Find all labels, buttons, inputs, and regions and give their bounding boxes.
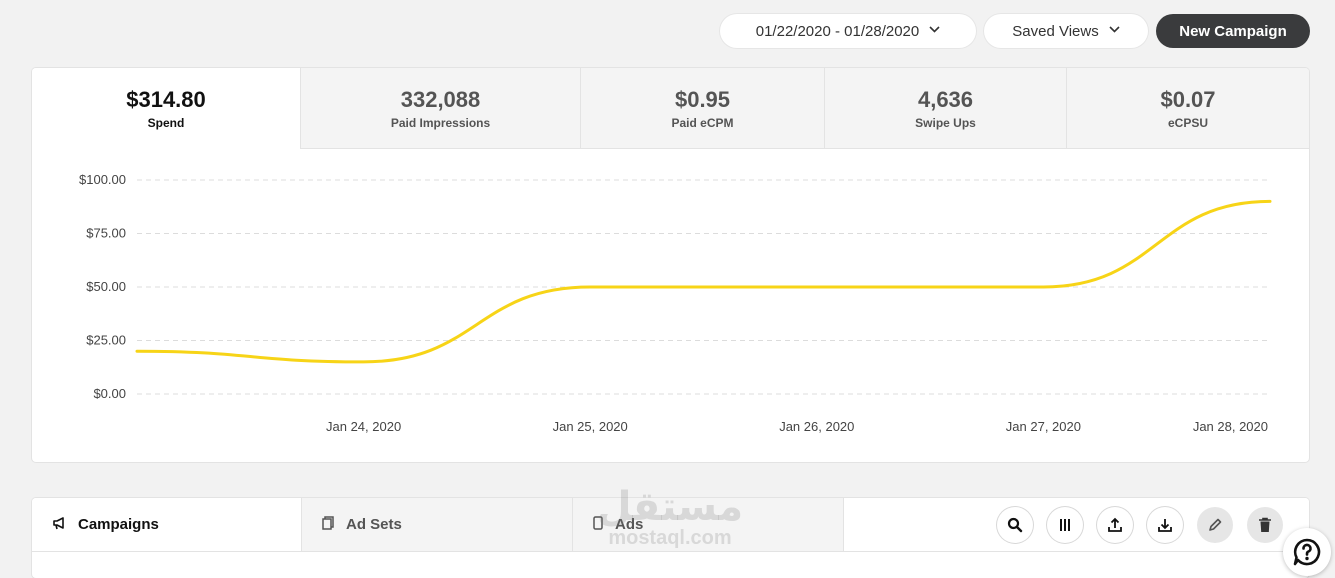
help-button[interactable] xyxy=(1283,528,1331,576)
watermark-latin: mostaql.com xyxy=(608,527,732,549)
date-range-label: 01/22/2020 - 01/28/2020 xyxy=(755,22,920,40)
new-campaign-button[interactable]: New Campaign xyxy=(1156,14,1310,48)
performance-card: $314.80 Spend 332,088 Paid Impressions $… xyxy=(32,68,1309,462)
x-tick-label: Jan 28, 2020 xyxy=(1193,419,1268,434)
copy-icon xyxy=(322,515,334,534)
metric-value: $0.07 xyxy=(1160,86,1216,112)
metric-ecpsu[interactable]: $0.07 eCPSU xyxy=(1067,68,1309,148)
columns-icon xyxy=(1060,518,1070,531)
date-range-picker[interactable]: 01/22/2020 - 01/28/2020 xyxy=(720,14,976,48)
metric-label: Swipe Ups xyxy=(915,115,976,130)
metric-paid-impressions[interactable]: 332,088 Paid Impressions xyxy=(301,68,581,148)
metric-swipe-ups[interactable]: 4,636 Swipe Ups xyxy=(825,68,1067,148)
y-tick-label: $100.00 xyxy=(79,172,126,187)
edit-button[interactable] xyxy=(1197,506,1233,543)
metric-spend[interactable]: $314.80 Spend xyxy=(32,68,301,149)
tab-label: Ad Sets xyxy=(346,516,402,533)
watermark: مستقل mostaql.com xyxy=(590,486,750,548)
trash-icon xyxy=(1259,517,1271,532)
upload-icon xyxy=(1108,517,1122,532)
saved-views-label: Saved Views xyxy=(1012,22,1099,40)
metric-label: Paid Impressions xyxy=(390,115,491,130)
x-tick-label: Jan 26, 2020 xyxy=(779,419,854,434)
metric-value: 4,636 xyxy=(917,86,974,112)
upload-button[interactable] xyxy=(1097,506,1133,543)
tab-label: Ads xyxy=(615,516,644,533)
tab-ad-sets[interactable]: Ad Sets xyxy=(302,498,573,551)
y-tick-label: $0.00 xyxy=(93,386,126,401)
download-icon xyxy=(1158,518,1172,532)
chevron-down-icon xyxy=(1109,24,1120,36)
tab-ads[interactable]: Ads xyxy=(573,498,844,551)
watermark-arabic: مستقل xyxy=(596,484,744,530)
entity-tabs: Campaigns Ad Sets Ads xyxy=(32,498,1309,552)
metrics-tabs: $314.80 Spend 332,088 Paid Impressions $… xyxy=(32,68,1309,149)
edit-icon xyxy=(1209,518,1222,531)
chevron-down-icon xyxy=(929,24,940,36)
download-button[interactable] xyxy=(1147,506,1183,543)
metric-value: 332,088 xyxy=(400,86,481,112)
x-tick-label: Jan 24, 2020 xyxy=(326,419,401,434)
metric-label: Spend xyxy=(147,116,185,130)
spend-series-line xyxy=(135,199,1272,364)
metric-value: $0.95 xyxy=(674,86,731,112)
saved-views-dropdown[interactable]: Saved Views xyxy=(984,14,1148,48)
x-tick-label: Jan 27, 2020 xyxy=(1006,419,1081,434)
columns-button[interactable] xyxy=(1047,506,1083,543)
spend-line-chart: $0.00 $25.00 $50.00 $75.00 $100.00 Jan 24, 20… xyxy=(79,172,1272,434)
tab-campaigns[interactable]: Campaigns xyxy=(32,498,302,551)
help-icon xyxy=(1293,538,1321,566)
metric-paid-ecpm[interactable]: $0.95 Paid eCPM xyxy=(581,68,825,148)
search-button[interactable] xyxy=(997,506,1033,543)
y-tick-label: $50.00 xyxy=(86,279,126,294)
search-icon xyxy=(1007,517,1023,532)
megaphone-icon xyxy=(52,516,66,534)
metric-label: eCPSU xyxy=(1167,115,1208,130)
metric-value: $314.80 xyxy=(126,87,206,112)
x-tick-label: Jan 25, 2020 xyxy=(553,419,628,434)
entity-table-card: Campaigns Ad Sets Ads xyxy=(32,498,1309,578)
metric-label: Paid eCPM xyxy=(671,115,734,130)
new-campaign-label: New Campaign xyxy=(1179,22,1287,40)
y-tick-label: $75.00 xyxy=(86,226,126,241)
top-toolbar: 01/22/2020 - 01/28/2020 Saved Views New … xyxy=(720,14,1310,48)
tab-label: Campaigns xyxy=(78,516,159,533)
table-actions xyxy=(844,498,1309,551)
phone-icon xyxy=(593,515,603,534)
delete-button[interactable] xyxy=(1247,506,1283,543)
y-tick-label: $25.00 xyxy=(86,333,126,348)
